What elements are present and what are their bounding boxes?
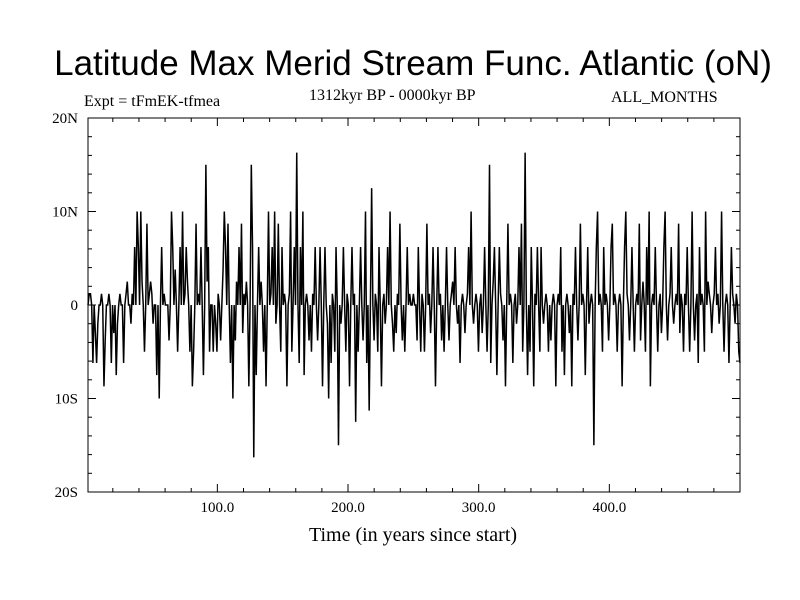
y-tick-label: 10S [55,392,78,408]
y-tick-label: 20S [55,485,78,501]
x-tick-label: 200.0 [331,500,365,516]
period-label: 1312kyr BP - 0000kyr BP [309,87,476,104]
y-tick-label: 0 [71,298,79,314]
months-label: ALL_MONTHS [611,89,718,106]
y-tick-label: 10N [52,205,78,221]
x-axis-title: Time (in years since start) [309,524,517,546]
chart-title: Latitude Max Merid Stream Func. Atlantic… [54,44,772,83]
series-line [87,152,741,458]
y-tick-label: 20N [52,111,78,127]
x-tick-label: 300.0 [462,500,496,516]
x-tick-label: 100.0 [200,500,234,516]
x-axis: 100.0 200.0 300.0 400.0 [112,118,715,516]
y-axis: 20N 10N 0 10S 20S [52,111,740,501]
x-tick-label: 400.0 [592,500,626,516]
experiment-label: Expt = tFmEK-tfmea [84,93,221,110]
